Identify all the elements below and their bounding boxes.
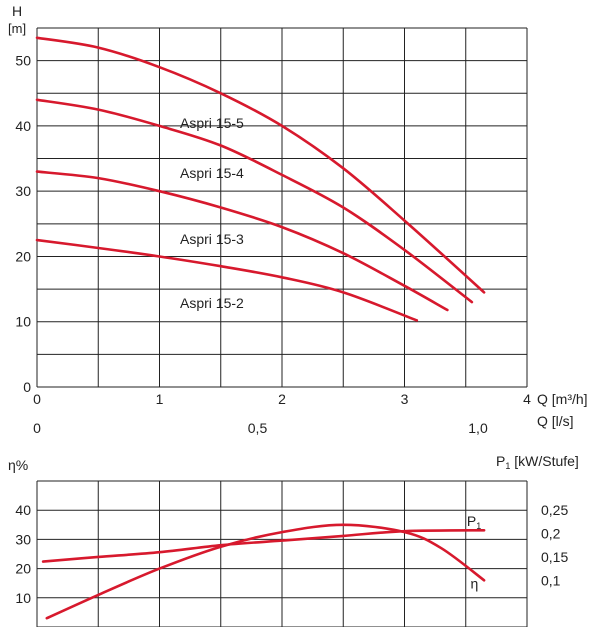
y2-tick-label: 0,15	[541, 549, 568, 565]
y2-tick-label: 0,1	[541, 572, 561, 588]
head-flow-chart: 0 10 20 30 40 50 H [m] 0 1 2 3 4 Q [m³/h] 0 0,5 1,0 Q [l/…	[8, 3, 588, 436]
x-axis-label: Q [m³/h]	[537, 391, 588, 407]
y-tick-label: 20	[15, 561, 31, 577]
curve-efficiency	[45, 523, 486, 620]
series-label: Aspri 15-3	[180, 231, 244, 247]
x2-tick-label: 0	[33, 420, 41, 436]
x2-tick-label: 0,5	[248, 420, 268, 436]
x2-tick-label: 1,0	[468, 420, 488, 436]
curve-aspri-15-4	[35, 98, 474, 304]
x-tick-label: 2	[278, 391, 286, 407]
y2-tick-label: 0,25	[541, 502, 568, 518]
y-tick-label: 10	[15, 590, 31, 606]
power-curve-label: P1	[467, 513, 481, 531]
x-tick-label: 0	[33, 391, 41, 407]
series-label: Aspri 15-2	[180, 295, 244, 311]
efficiency-power-chart: 10 20 30 40 0,1 0,15 0,2 0,25 η% P1 [kW/Stufe] P1 η	[8, 453, 579, 627]
y-tick-label: 20	[15, 248, 31, 264]
y2-axis-label: P1 [kW/Stufe]	[496, 453, 579, 471]
y-tick-label: 30	[15, 183, 31, 199]
x2-axis-label: Q [l/s]	[537, 413, 574, 429]
curve-aspri-15-3	[35, 170, 449, 312]
efficiency-curve-label: η	[471, 576, 479, 592]
series-label: Aspri 15-5	[180, 115, 244, 131]
y-axis-label: η%	[8, 457, 28, 473]
y-tick-label: 40	[15, 118, 31, 134]
y-tick-label: 40	[15, 502, 31, 518]
y-tick-label: 0	[23, 379, 31, 395]
curve-aspri-15-2	[35, 238, 419, 322]
y2-tick-label: 0,2	[541, 526, 561, 542]
y-axis-label: H	[12, 3, 22, 19]
series-label: Aspri 15-4	[180, 165, 244, 181]
x-tick-label: 1	[156, 391, 164, 407]
y-tick-label: 50	[15, 53, 31, 69]
y-tick-label: 10	[15, 314, 31, 330]
curve-power	[41, 529, 486, 563]
x-tick-label: 4	[523, 391, 531, 407]
y-tick-label: 30	[15, 531, 31, 547]
y-axis-unit: [m]	[8, 21, 26, 36]
x-tick-label: 3	[401, 391, 409, 407]
curve-aspri-15-5	[35, 36, 486, 294]
